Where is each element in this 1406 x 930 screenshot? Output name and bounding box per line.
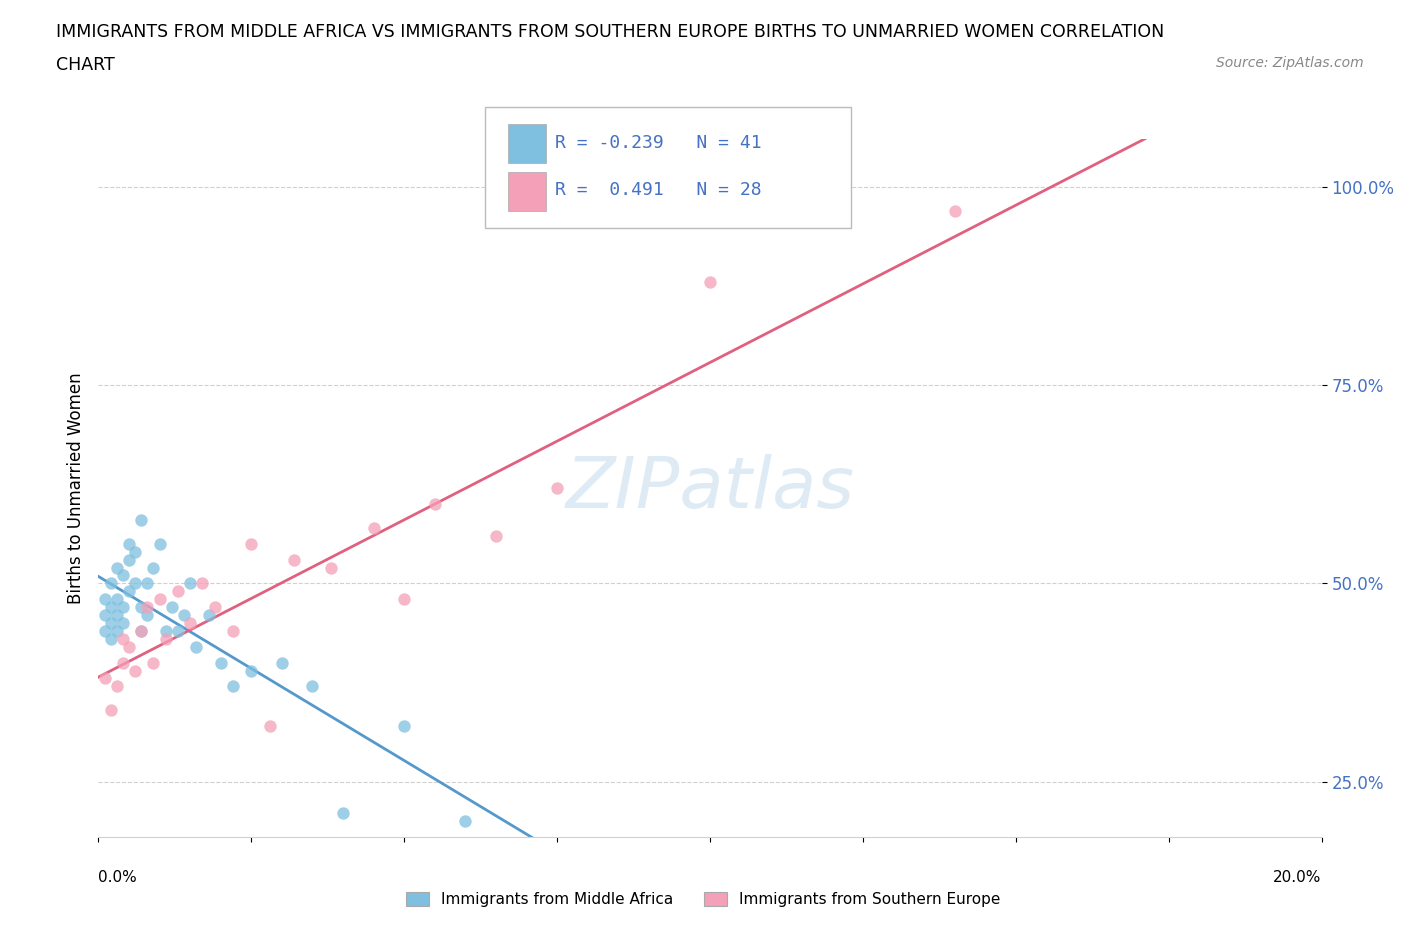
Point xyxy=(118,537,141,551)
Point xyxy=(129,623,152,638)
Point xyxy=(454,814,477,829)
Point xyxy=(149,537,172,551)
Point xyxy=(301,679,323,694)
Point xyxy=(142,560,165,575)
Point xyxy=(142,655,165,670)
Point xyxy=(197,607,219,622)
Y-axis label: Births to Unmarried Women: Births to Unmarried Women xyxy=(66,372,84,604)
Point xyxy=(155,631,177,646)
Point xyxy=(423,497,446,512)
Point xyxy=(186,639,208,654)
Point xyxy=(191,576,214,591)
Point xyxy=(332,805,354,820)
Text: ZIPatlas: ZIPatlas xyxy=(565,454,855,523)
Point xyxy=(124,544,146,559)
Point xyxy=(93,671,115,686)
Point xyxy=(118,584,141,599)
Point xyxy=(160,600,183,615)
Point xyxy=(105,623,128,638)
Text: 20.0%: 20.0% xyxy=(1274,870,1322,884)
Point xyxy=(149,591,172,606)
Point xyxy=(222,623,245,638)
Point xyxy=(129,600,152,615)
Point xyxy=(204,600,226,615)
Point xyxy=(100,631,122,646)
Point xyxy=(100,576,122,591)
Point xyxy=(209,655,232,670)
Point xyxy=(222,679,245,694)
Point xyxy=(363,521,385,536)
Point xyxy=(100,616,122,631)
Text: CHART: CHART xyxy=(56,56,115,73)
Point xyxy=(699,274,721,289)
Point xyxy=(270,655,292,670)
Text: Source: ZipAtlas.com: Source: ZipAtlas.com xyxy=(1216,56,1364,70)
Point xyxy=(111,568,134,583)
Point xyxy=(111,631,134,646)
Point xyxy=(111,655,134,670)
Point xyxy=(392,719,416,734)
Point xyxy=(118,552,141,567)
Text: R =  0.491   N = 28: R = 0.491 N = 28 xyxy=(555,180,762,199)
Point xyxy=(283,552,305,567)
Point xyxy=(118,639,141,654)
Point xyxy=(546,481,568,496)
Point xyxy=(111,600,134,615)
Point xyxy=(179,616,201,631)
Text: IMMIGRANTS FROM MIDDLE AFRICA VS IMMIGRANTS FROM SOUTHERN EUROPE BIRTHS TO UNMAR: IMMIGRANTS FROM MIDDLE AFRICA VS IMMIGRA… xyxy=(56,23,1164,41)
Point xyxy=(136,600,159,615)
Point xyxy=(100,703,122,718)
Point xyxy=(136,607,159,622)
Point xyxy=(136,576,159,591)
Text: 0.0%: 0.0% xyxy=(98,870,138,884)
Point xyxy=(105,591,128,606)
Point xyxy=(943,204,966,219)
Point xyxy=(100,600,122,615)
Point xyxy=(240,663,263,678)
Point xyxy=(124,576,146,591)
Point xyxy=(173,607,195,622)
Legend: Immigrants from Middle Africa, Immigrants from Southern Europe: Immigrants from Middle Africa, Immigrant… xyxy=(399,885,1007,913)
Point xyxy=(319,560,342,575)
Point xyxy=(167,623,190,638)
Point xyxy=(259,719,281,734)
Point xyxy=(155,623,177,638)
Point xyxy=(485,528,508,543)
Point xyxy=(167,584,190,599)
Point xyxy=(240,537,263,551)
Point xyxy=(105,560,128,575)
Point xyxy=(93,591,115,606)
Point xyxy=(93,623,115,638)
Point xyxy=(179,576,201,591)
Point xyxy=(129,512,152,527)
Point xyxy=(124,663,146,678)
Point xyxy=(111,616,134,631)
Point xyxy=(392,591,416,606)
Point xyxy=(93,607,115,622)
Point xyxy=(129,623,152,638)
Text: R = -0.239   N = 41: R = -0.239 N = 41 xyxy=(555,135,762,153)
Point xyxy=(105,607,128,622)
Point xyxy=(105,679,128,694)
